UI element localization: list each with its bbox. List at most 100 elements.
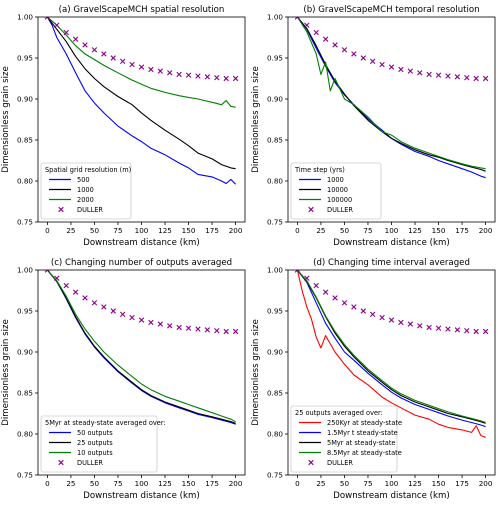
legend-entry: 10 outputs [77, 449, 113, 457]
marker-point [44, 270, 51, 273]
marker-point [232, 75, 239, 82]
marker-point [294, 17, 301, 20]
x-tick-label: 50 [90, 479, 100, 488]
y-tick-label: 0.90 [17, 348, 33, 357]
marker-point [332, 295, 338, 301]
y-tick-label: 0.75 [17, 471, 33, 480]
marker-point [454, 327, 461, 333]
legend-entry: 1000 [77, 186, 94, 194]
marker-point [332, 42, 338, 48]
y-tick-label: 0.80 [267, 177, 283, 186]
marker-point [482, 328, 489, 335]
x-tick-label: 100 [385, 479, 399, 488]
series-line-2 [46, 270, 236, 423]
legend-marker [308, 459, 314, 466]
x-tick-label: 75 [363, 226, 372, 235]
marker-point [72, 289, 79, 295]
legend-entry: DULLER [77, 459, 103, 467]
marker-point [417, 323, 423, 329]
marker-point [454, 74, 461, 80]
x-tick-label: 150 [182, 479, 196, 488]
marker-point [195, 326, 201, 332]
legend-box [40, 415, 158, 473]
marker-point [195, 73, 201, 79]
marker-point [351, 51, 357, 57]
marker-point [82, 42, 88, 48]
y-tick-label: 0.85 [267, 389, 283, 398]
x-tick-label: 0 [295, 479, 300, 488]
marker-point [313, 29, 319, 36]
x-tick-label: 150 [432, 226, 446, 235]
marker-point [54, 22, 60, 28]
plot-area [294, 17, 489, 179]
y-tick-label: 0.80 [17, 177, 33, 186]
marker-point [473, 328, 479, 335]
series-line-2 [296, 17, 486, 170]
marker-point [129, 61, 135, 68]
x-axis-label: Downstream distance (km) [333, 491, 449, 501]
y-tick-label: 0.80 [267, 430, 283, 439]
x-tick-label: 0 [45, 479, 50, 488]
marker-point [138, 317, 145, 323]
marker-point [379, 314, 385, 321]
legend-entry: DULLER [77, 206, 103, 214]
marker-point [101, 51, 107, 57]
marker-point [482, 75, 489, 82]
y-tick-label: 1.00 [267, 266, 283, 275]
legend-entry: 5Myr at steady-state [327, 439, 396, 447]
marker-point [214, 74, 220, 81]
x-tick-label: 125 [408, 226, 422, 235]
marker-point [110, 308, 116, 314]
x-tick-label: 100 [135, 226, 149, 235]
x-tick-label: 0 [295, 226, 300, 235]
marker-point [388, 64, 395, 70]
marker-point [138, 64, 145, 70]
plot-area [44, 17, 239, 185]
panel-1: (b) GravelScapeMCH temporal resolution 0 2… [251, 5, 496, 248]
legend-marker [308, 206, 314, 213]
legend-marker [58, 459, 64, 466]
marker-point [101, 304, 107, 310]
marker-point [304, 22, 310, 28]
y-tick-label: 0.95 [17, 307, 33, 316]
legend-title: Time step (yrs) [294, 166, 345, 174]
marker-point [232, 328, 239, 335]
y-tick-label: 0.90 [267, 348, 283, 357]
y-tick-label: 0.75 [267, 218, 283, 227]
y-tick-label: 0.85 [17, 136, 33, 145]
plot-frame [37, 269, 246, 476]
legend: 5Myr at steady-state averaged over: 50 ou… [40, 415, 166, 473]
legend-entry: 25 outputs [77, 439, 113, 447]
y-axis-label: Dimensionless grain size [251, 319, 261, 426]
legend-title: Spatial grid resolution (m) [45, 166, 131, 174]
marker-point [294, 270, 301, 273]
marker-point [63, 29, 69, 36]
legend-entry: 50 outputs [77, 429, 113, 437]
marker-point [379, 61, 385, 68]
x-tick-label: 0 [45, 226, 50, 235]
x-tick-label: 150 [182, 226, 196, 235]
x-tick-label: 25 [316, 479, 325, 488]
legend-entry: 10000 [327, 186, 348, 194]
x-tick-label: 125 [408, 479, 422, 488]
marker-point [54, 275, 60, 281]
legend: Spatial grid resolution (m) 500 1000 2000 DU… [40, 162, 132, 220]
chart-title: (c) Changing number of outputs averaged [51, 258, 232, 268]
marker-point [445, 73, 451, 79]
marker-point [322, 36, 329, 42]
plot-area [44, 270, 239, 425]
y-tick-label: 1.00 [17, 13, 33, 22]
x-tick-label: 150 [432, 479, 446, 488]
marker-point [341, 47, 348, 53]
x-tick-label: 100 [385, 226, 399, 235]
marker-point [445, 326, 451, 332]
series-line-2 [296, 270, 486, 424]
marker-point [223, 328, 229, 335]
x-axis-label: Downstream distance (km) [83, 491, 199, 501]
marker-point [304, 275, 310, 281]
y-axis-label: Dimensionless grain size [1, 319, 11, 426]
marker-point [185, 72, 192, 78]
marker-point [464, 327, 470, 334]
marker-point [91, 300, 98, 306]
marker-point [72, 36, 79, 42]
